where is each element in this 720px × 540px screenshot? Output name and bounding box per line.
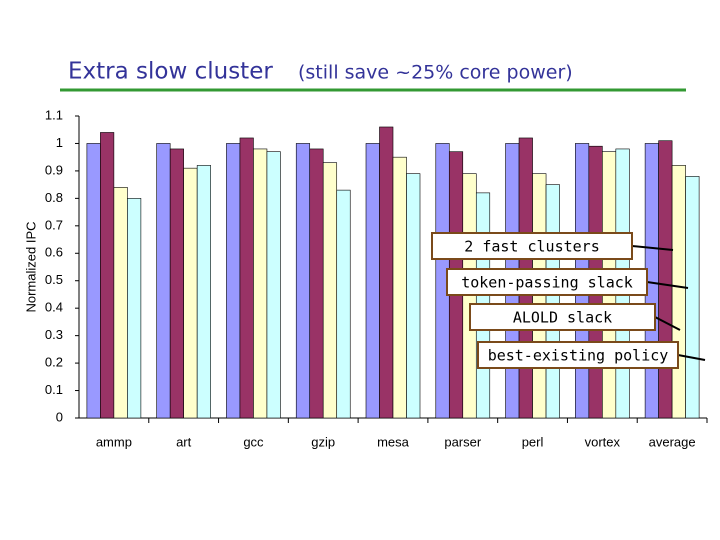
bar xyxy=(169,148,184,419)
chart-title: Extra slow cluster xyxy=(68,59,273,85)
legend-box xyxy=(477,341,679,369)
legend-arrow xyxy=(677,354,706,361)
x-tick-label: vortex xyxy=(585,434,621,449)
x-tick-label: mesa xyxy=(377,434,410,449)
y-tick-label: 0.6 xyxy=(45,245,63,260)
bar xyxy=(545,184,560,419)
bar xyxy=(156,143,171,419)
bar xyxy=(226,143,241,419)
legend-box xyxy=(446,268,648,296)
x-tick-label: art xyxy=(176,434,192,449)
x-tick-label: gzip xyxy=(311,434,335,449)
bar xyxy=(253,148,268,419)
y-axis-label: Normalized IPC xyxy=(23,221,38,312)
bar xyxy=(671,165,686,419)
x-tick-label: gcc xyxy=(243,434,264,449)
y-tick-label: 0 xyxy=(56,409,63,424)
y-tick-label: 0.5 xyxy=(45,272,63,287)
y-tick-label: 0.7 xyxy=(45,217,63,232)
bar xyxy=(392,156,407,419)
x-tick-label: ammp xyxy=(96,434,132,449)
bar xyxy=(196,165,211,419)
y-tick-label: 0.3 xyxy=(45,327,63,342)
x-tick-label: perl xyxy=(522,434,544,449)
bar xyxy=(239,137,254,419)
legend-label: best-existing policy xyxy=(488,347,669,365)
bar xyxy=(336,189,351,419)
legend-label: 2 fast clusters xyxy=(464,238,599,256)
legend-label: token-passing slack xyxy=(461,274,633,292)
y-tick-label: 0.9 xyxy=(45,162,63,177)
legend-arrow xyxy=(631,245,674,251)
bar xyxy=(86,143,101,419)
y-tick-label: 0.1 xyxy=(45,382,63,397)
y-tick-label: 0.8 xyxy=(45,190,63,205)
bar xyxy=(365,143,380,419)
legend-label: ALOLD slack xyxy=(513,309,612,327)
bar xyxy=(100,132,115,419)
bar xyxy=(309,148,324,419)
bar xyxy=(295,143,311,419)
y-tick-label: 0.2 xyxy=(45,355,63,370)
legend-arrow xyxy=(654,316,681,331)
y-tick-label: 1.1 xyxy=(45,107,63,122)
bar xyxy=(658,140,673,419)
legend-arrow xyxy=(646,281,689,289)
x-tick-label: average xyxy=(649,434,696,449)
x-tick-label: parser xyxy=(444,434,482,449)
bar xyxy=(379,126,394,419)
legend-box xyxy=(469,303,656,331)
bar xyxy=(322,162,338,419)
y-tick-label: 1 xyxy=(56,135,63,150)
bar xyxy=(685,176,700,419)
chart-subtitle: (still save ~25% core power) xyxy=(298,62,573,84)
y-tick-label: 0.4 xyxy=(45,300,63,315)
bar xyxy=(183,167,198,419)
bar xyxy=(406,173,421,419)
bar xyxy=(113,187,128,419)
bar xyxy=(266,151,281,419)
bar xyxy=(127,198,142,419)
legend-box xyxy=(431,232,633,260)
